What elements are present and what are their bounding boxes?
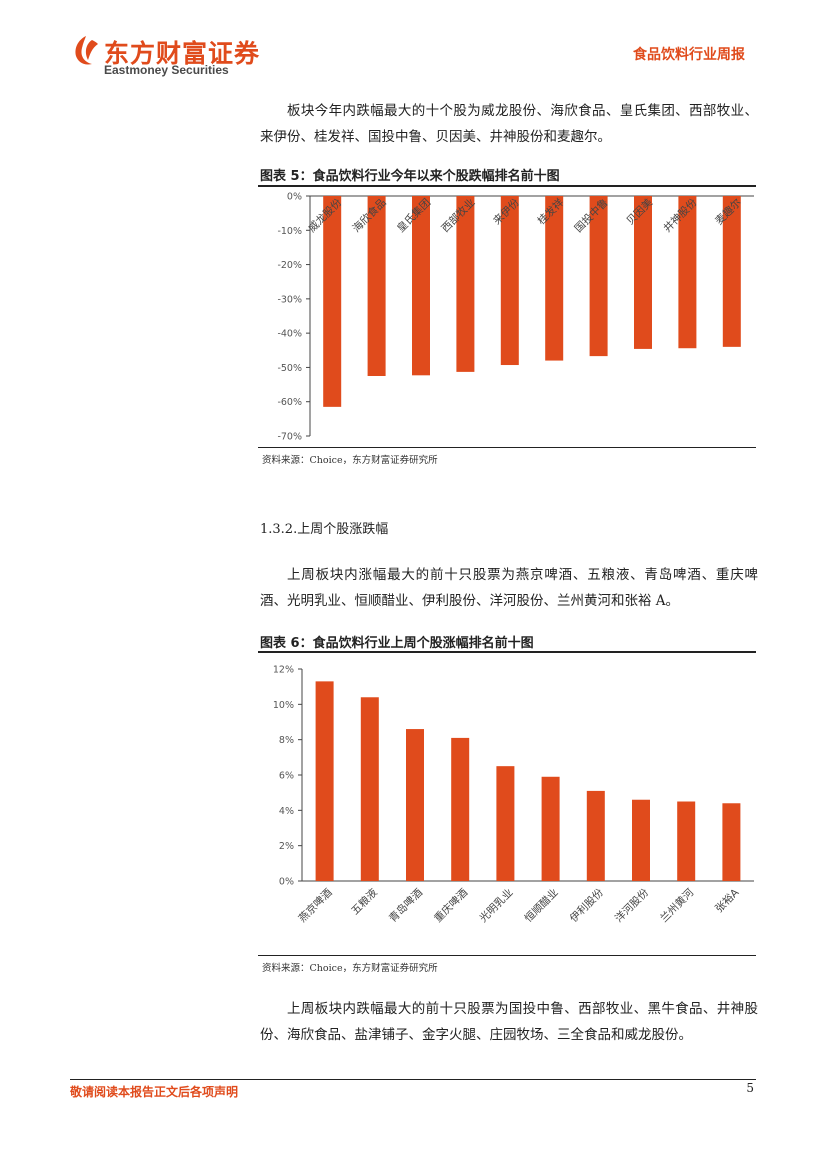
y-tick-label: 4% <box>279 806 294 817</box>
bar <box>456 196 475 372</box>
y-tick-label: -10% <box>277 226 302 237</box>
figure5-chart: 0%-10%-20%-30%-40%-50%-60%-70%威龙股份 海欣食品 皇氏… <box>277 192 754 443</box>
page-number: 5 <box>746 1081 754 1095</box>
y-tick-label: -70% <box>277 432 302 443</box>
paragraph-weekly-decliners: 上周板块内跌幅最大的前十只股票为国投中鲁、西部牧业、黑牛食品、井神股份、海欣食品… <box>260 1001 758 1043</box>
category-label: 燕京啤酒 <box>296 886 335 925</box>
y-tick-label: 8% <box>279 735 294 746</box>
bar <box>406 729 424 881</box>
y-tick-label: 0% <box>287 192 302 203</box>
bar <box>722 803 741 881</box>
figure6-top-rule <box>258 651 756 653</box>
bar <box>589 196 608 357</box>
bar <box>586 790 605 881</box>
category-label: 伊利股份 <box>568 886 607 925</box>
section-heading: 1.3.2.上周个股涨跌幅 <box>260 522 389 537</box>
y-tick-label: 10% <box>273 700 294 711</box>
bar <box>451 737 470 881</box>
bar <box>496 766 515 881</box>
bar <box>323 196 342 407</box>
bar <box>722 196 741 347</box>
footer-rule <box>70 1079 756 1080</box>
figure6-source: 资料来源：Choice，东方财富证券研究所 <box>262 963 438 974</box>
bar <box>315 681 334 881</box>
y-tick-label: 12% <box>273 665 294 676</box>
bar <box>632 799 650 881</box>
bar <box>545 196 564 361</box>
bar <box>541 776 560 881</box>
y-tick-label: -20% <box>277 260 302 271</box>
bar <box>678 196 697 349</box>
category-label: 光明乳业 <box>477 886 516 925</box>
bar <box>634 196 652 349</box>
y-tick-label: 0% <box>279 877 294 888</box>
y-tick-label: -40% <box>277 329 302 340</box>
bar <box>412 196 430 376</box>
footer-disclaimer-note: 敬请阅读本报告正文后各项声明 <box>70 1085 239 1099</box>
y-tick-label: 6% <box>279 771 294 782</box>
y-tick-label: -50% <box>277 363 302 374</box>
logo-chinese-name: 东方财富证券 <box>104 39 261 68</box>
category-label: 张裕A <box>712 885 742 915</box>
figure6-bottom-rule <box>258 955 756 956</box>
category-label: 洋河股份 <box>612 886 651 925</box>
figure6-title: 图表 6：食品饮料行业上周个股涨幅排名前十图 <box>260 636 534 651</box>
figure5-title: 图表 5：食品饮料行业今年以来个股跌幅排名前十图 <box>260 169 560 184</box>
report-name: 食品饮料行业周报 <box>633 47 745 63</box>
figure6-chart: 0% 2% 4% 6% 8% 10% 12% 燕京啤酒 五粮液 青岛啤酒 重庆啤酒 光明乳业 恒顺醋业伊… <box>273 665 754 925</box>
figure5-bottom-rule <box>258 447 756 448</box>
category-label: 恒顺醋业 <box>522 886 561 925</box>
paragraph-ytd-decliners: 板块今年内跌幅最大的十个股为威龙股份、海欣食品、皇氏集团、西部牧业、来伊份、桂发… <box>260 103 758 145</box>
y-tick-label: -60% <box>277 397 302 408</box>
category-label: 青岛啤酒 <box>386 886 425 925</box>
bar <box>500 196 519 366</box>
bar <box>360 697 379 881</box>
bar <box>677 801 696 881</box>
figure5-source: 资料来源：Choice，东方财富证券研究所 <box>262 455 438 466</box>
logo-english-name: Eastmoney Securities <box>104 63 229 77</box>
bar <box>367 196 386 376</box>
y-tick-label: 2% <box>279 841 294 852</box>
eastmoney-logo-icon <box>75 36 98 65</box>
paragraph-weekly-gainers: 上周板块内涨幅最大的前十只股票为燕京啤酒、五粮液、青岛啤酒、重庆啤酒、光明乳业、… <box>260 567 758 609</box>
y-tick-label: -30% <box>277 294 302 305</box>
category-label: 兰州黄河 <box>657 886 696 925</box>
figure5-top-rule <box>258 185 756 187</box>
category-label: 重庆啤酒 <box>431 886 470 925</box>
category-label: 五粮液 <box>348 886 380 918</box>
